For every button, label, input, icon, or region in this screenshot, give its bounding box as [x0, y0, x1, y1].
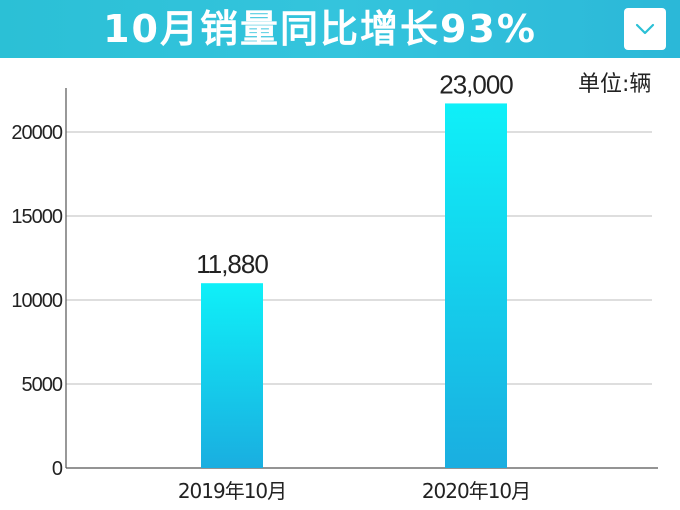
y-tick-label: 0 [52, 458, 63, 480]
x-tick-label: 2019年10月 [178, 479, 286, 503]
y-tick-labels: 0 5000 10000 15000 20000 [11, 122, 64, 480]
title-banner: 10月销量同比增长93% [0, 0, 680, 58]
data-labels: 11,880 23,000 [196, 69, 514, 279]
x-tick-label: 2020年10月 [422, 479, 530, 503]
bars [201, 103, 507, 468]
bar-chart: 0 5000 10000 15000 20000 11,880 23,000 2019年1… [11, 69, 658, 503]
grid-lines [66, 131, 652, 385]
unit-label: 单位:辆 [578, 72, 652, 97]
y-tick-label: 20000 [11, 122, 62, 144]
y-tick-label: 10000 [11, 290, 62, 312]
y-tick-label: 15000 [11, 206, 62, 228]
y-tick-label: 5000 [22, 374, 63, 396]
bar [201, 283, 263, 468]
bar [445, 103, 507, 468]
dropdown-button[interactable] [624, 8, 666, 50]
chart-title: 10月销量同比增长93% [103, 7, 537, 51]
data-label: 11,880 [196, 249, 268, 279]
x-tick-labels: 2019年10月 2020年10月 [178, 479, 531, 503]
data-label: 23,000 [439, 69, 513, 99]
chevron-down-icon [635, 23, 655, 35]
